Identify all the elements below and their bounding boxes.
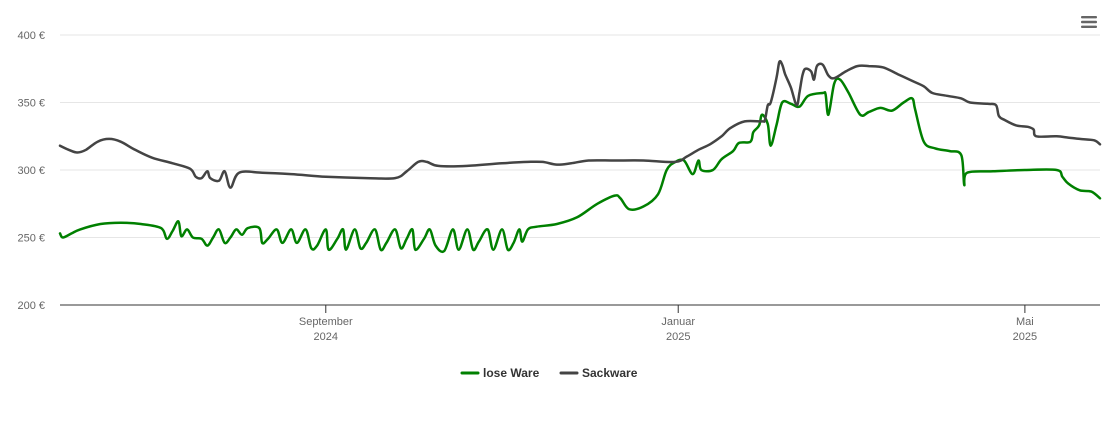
y-tick-label: 350 € xyxy=(17,98,45,110)
y-tick-label: 250 € xyxy=(17,233,45,245)
y-tick-label: 300 € xyxy=(17,165,45,177)
legend-item[interactable]: Sackware xyxy=(559,366,638,380)
y-tick-label: 200 € xyxy=(17,300,45,312)
x-tick-label-month: September xyxy=(299,316,353,328)
series-layer xyxy=(58,59,1102,254)
x-tick-label-year: 2025 xyxy=(666,331,690,343)
series-line-0 xyxy=(58,77,1102,254)
legend-label: lose Ware xyxy=(483,366,540,380)
hamburger-menu-icon xyxy=(1081,16,1097,28)
grid-lines xyxy=(60,34,1100,238)
x-tick-label-year: 2025 xyxy=(1013,331,1037,343)
legend-label: Sackware xyxy=(582,366,638,380)
x-tick-label-month: Mai xyxy=(1016,316,1034,328)
x-axis-ticks: September 2024 Januar 2025 Mai 2025 xyxy=(299,305,1037,343)
chart-menu-button[interactable] xyxy=(1080,15,1098,29)
legend: lose Ware Sackware xyxy=(460,366,638,380)
x-tick-label-year: 2024 xyxy=(314,331,338,343)
series-line-1 xyxy=(58,59,1102,189)
legend-item[interactable]: lose Ware xyxy=(460,366,540,380)
y-axis-ticks: 200 € 250 € 300 € 350 € 400 € xyxy=(17,30,45,312)
x-tick-label-month: Januar xyxy=(661,316,695,328)
y-tick-label: 400 € xyxy=(17,30,45,42)
